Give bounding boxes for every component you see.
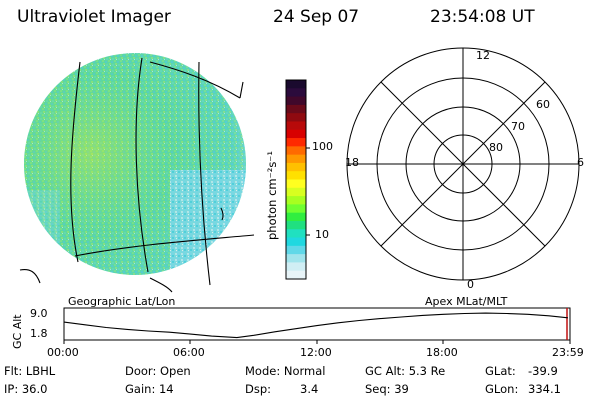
alt-tick-high: 9.0 xyxy=(30,307,48,320)
colorbar-swatch xyxy=(286,96,306,106)
orbit-altitude-trace xyxy=(63,312,568,339)
colorbar-swatch xyxy=(286,262,306,272)
mlat-label-60: 60 xyxy=(536,98,550,111)
time-tick-1800: 18:00 xyxy=(426,346,458,359)
mlt-label-12: 12 xyxy=(476,49,490,62)
colorbar-swatch xyxy=(286,270,306,280)
colorbar-swatch xyxy=(286,154,306,164)
altitude-strip-frame xyxy=(63,307,571,344)
colorbar-swatch xyxy=(286,129,306,139)
colorbar-swatch xyxy=(286,146,306,156)
colorbar-unit-label: photon cm⁻²s⁻¹ xyxy=(265,151,279,240)
filter-readout: Flt: LBHL xyxy=(4,364,56,378)
time-tick-0600: 06:00 xyxy=(173,346,205,359)
gc-alt-readout: GC Alt: 5.3 Re xyxy=(365,364,446,378)
colorbar-swatch xyxy=(286,254,306,264)
colorbar-swatch xyxy=(286,245,306,255)
image-time: 23:54:08 UT xyxy=(430,7,535,27)
apex-caption: Apex MLat/MLT xyxy=(425,295,508,308)
colorbar-swatch xyxy=(286,113,306,123)
colorbar-tick-100: 100 xyxy=(312,140,333,153)
colorbar-swatch xyxy=(286,104,306,114)
mlt-label-18: 18 xyxy=(345,156,359,169)
colorbar-frame xyxy=(285,79,307,280)
colorbar-swatch xyxy=(286,212,306,222)
colorbar-swatch xyxy=(286,80,306,89)
time-tick-1200: 12:00 xyxy=(300,346,332,359)
colorbar-swatch xyxy=(286,187,306,197)
colorbar-swatch xyxy=(286,162,306,172)
colorbar-swatch xyxy=(286,179,306,189)
colorbar-swatch xyxy=(286,121,306,131)
time-tick-0000: 00:00 xyxy=(47,346,79,359)
colorbar-swatch xyxy=(286,88,306,98)
glon-value: 334.1 xyxy=(528,382,561,396)
dsp-value: 3.4 xyxy=(300,382,319,396)
colorbar-tick-10: 10 xyxy=(315,228,329,241)
instrument-title: Ultraviolet Imager xyxy=(17,7,171,27)
mode-readout: Mode: Normal xyxy=(245,364,326,378)
geographic-caption: Geographic Lat/Lon xyxy=(68,295,176,308)
door-readout: Door: Open xyxy=(125,364,191,378)
glon-label: GLon: xyxy=(485,382,519,396)
colorbar-swatch xyxy=(286,204,306,214)
colorbar-swatch xyxy=(286,220,306,230)
image-date: 24 Sep 07 xyxy=(273,7,360,27)
glat-label: GLat: xyxy=(485,364,516,378)
colorbar-swatch xyxy=(286,196,306,205)
ip-readout: IP: 36.0 xyxy=(4,382,48,396)
mlt-label-0: 0 xyxy=(467,278,474,291)
colorbar-swatch xyxy=(286,138,306,147)
mlat-label-70: 70 xyxy=(511,120,525,133)
colorbar-swatch xyxy=(286,229,306,239)
colorbar-swatch xyxy=(286,237,306,247)
colorbar-swatch xyxy=(286,171,306,181)
time-tick-2359: 23:59 xyxy=(552,346,584,359)
alt-tick-low: 1.8 xyxy=(30,327,48,340)
mlt-label-6: 6 xyxy=(577,156,584,169)
dsp-label: Dsp: xyxy=(245,382,272,396)
glat-value: -39.9 xyxy=(528,364,558,378)
geographic-grid xyxy=(19,57,255,293)
gc-alt-axis-label: GC Alt xyxy=(11,314,24,349)
mlat-label-80: 80 xyxy=(489,141,503,154)
polar-auroral-patch xyxy=(392,262,430,280)
uv-globe-image xyxy=(24,53,246,275)
gain-readout: Gain: 14 xyxy=(125,382,174,396)
polar-plot xyxy=(346,47,580,281)
seq-readout: Seq: 39 xyxy=(365,382,409,396)
colorbar xyxy=(285,79,310,280)
